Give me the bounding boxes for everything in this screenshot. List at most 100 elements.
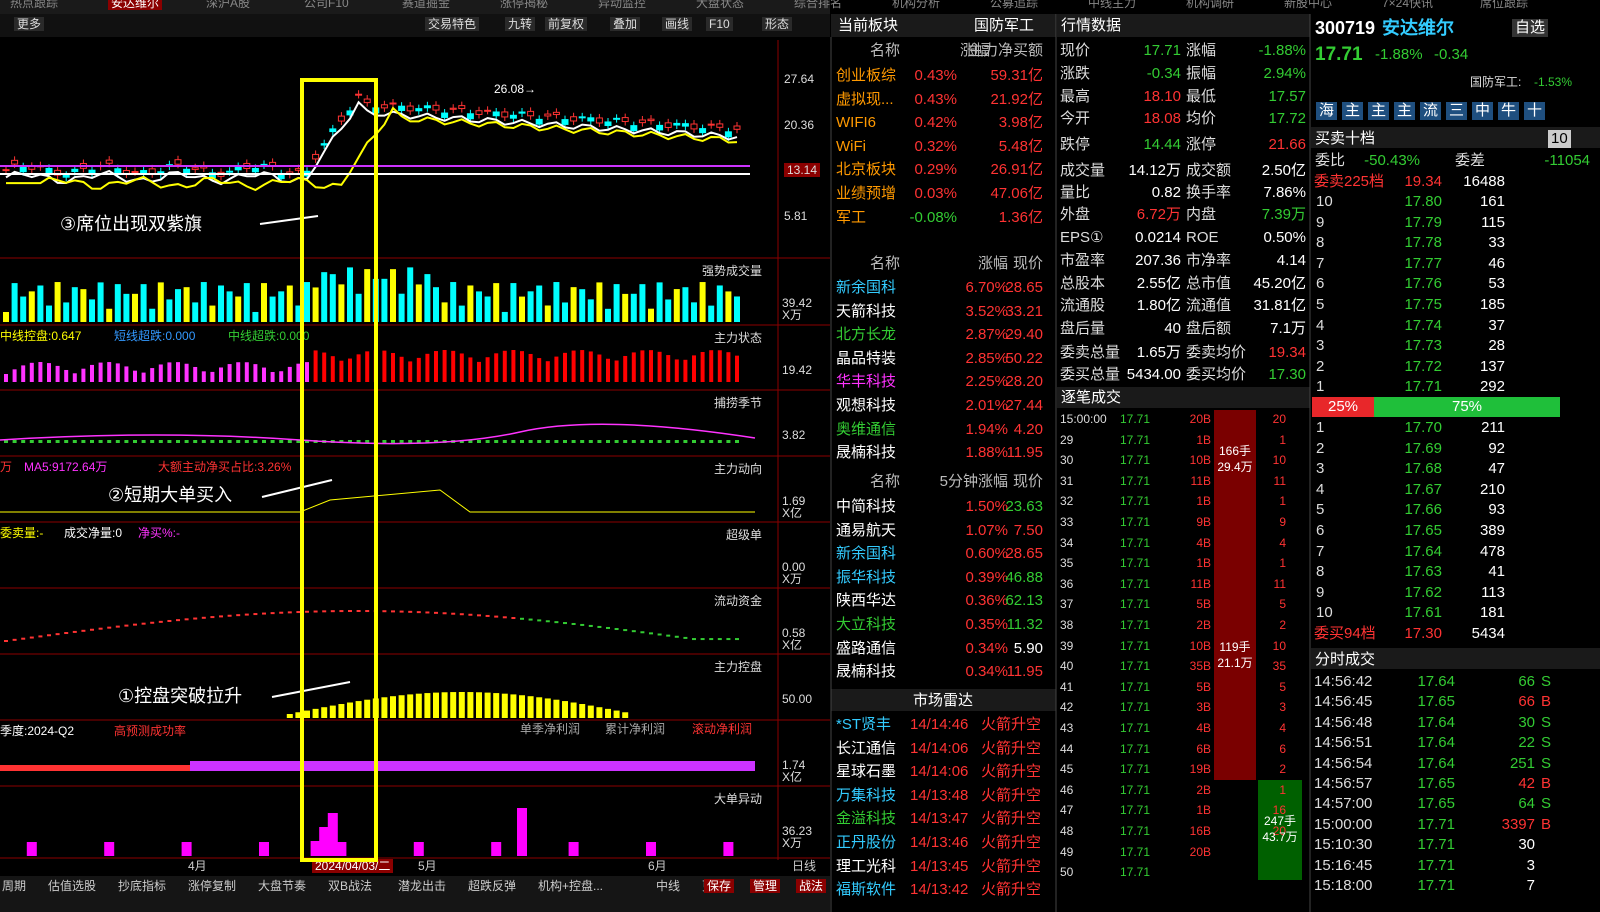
tool-button[interactable]: 主 — [1394, 102, 1416, 120]
tick-side: 9 — [1279, 515, 1286, 529]
flow-bar — [244, 613, 249, 616]
tool-button[interactable]: 牛 — [1498, 102, 1520, 120]
bottom-tab[interactable]: 双B战法 — [328, 879, 373, 893]
candle — [398, 105, 406, 111]
tab[interactable]: 机构调研 — [1186, 0, 1235, 10]
tab[interactable]: 异动监控 — [598, 0, 647, 10]
tool-button[interactable]: 流 — [1420, 102, 1442, 120]
tool-button[interactable]: 三 — [1446, 102, 1468, 120]
book-vol: 53 — [1488, 275, 1505, 293]
col-header: 涨幅 — [977, 255, 1008, 272]
candle — [501, 111, 509, 118]
volume-bar — [200, 282, 207, 322]
toolbar-button[interactable]: F10 — [706, 17, 733, 31]
bottom-tab[interactable]: 估值选股 — [48, 879, 97, 893]
candle — [320, 143, 328, 146]
bottom-tab[interactable]: 抄底指标 — [118, 879, 167, 893]
tab[interactable]: 赛道掘金 — [402, 0, 451, 10]
quote-value: 1.65万 — [1136, 344, 1181, 361]
tool-button[interactable]: 中 — [1472, 102, 1494, 120]
tick-price: 17.71 — [1119, 803, 1150, 818]
tick-block: 43.7万 — [1262, 830, 1298, 844]
cell: 59.31亿 — [990, 67, 1043, 84]
tab[interactable]: 公募追踪 — [990, 0, 1039, 10]
sector-name: 国防军工 — [974, 17, 1035, 34]
flow-bar — [537, 619, 542, 622]
volume-bar — [648, 308, 654, 322]
state-bar — [64, 369, 69, 382]
x-axis-bg — [0, 860, 830, 875]
cell: 新余国科 — [836, 279, 897, 296]
toolbar-button[interactable]: 画线 — [662, 17, 693, 31]
bottom-tab[interactable]: 潜龙出击 — [398, 879, 447, 893]
tab[interactable]: 综合排名 — [794, 0, 843, 10]
bottom-tab[interactable]: 管理 — [750, 879, 781, 893]
bottom-tab[interactable]: 周期 — [2, 879, 27, 893]
tick-time: 49 — [1060, 844, 1074, 859]
toolbar-button[interactable]: 交易特色 — [425, 17, 480, 31]
quote-label: 跌停 — [1060, 136, 1091, 153]
tab[interactable]: 深沪A股 — [206, 0, 251, 10]
flow-bar — [210, 616, 215, 619]
flow-bar — [485, 614, 490, 617]
tick-side: 16 — [1272, 803, 1286, 818]
flow-bar — [468, 613, 473, 616]
tool-button[interactable]: 十 — [1524, 102, 1546, 120]
big-order-bar — [327, 813, 338, 856]
tab[interactable]: 热点跟踪 — [10, 0, 59, 10]
tab[interactable]: 中线主力 — [1088, 0, 1137, 10]
tool-button[interactable]: 主 — [1342, 102, 1364, 120]
volume-bar — [570, 287, 577, 322]
season-bar — [107, 440, 112, 443]
book-level: 8 — [1316, 563, 1325, 581]
season-bar — [666, 440, 671, 443]
toolbar-button[interactable]: 叠加 — [610, 17, 641, 31]
toolbar-button[interactable]: 形态 — [762, 17, 793, 31]
bottom-tab[interactable]: 机构+控盘... — [538, 879, 604, 893]
candle — [544, 113, 552, 117]
state-bar — [588, 351, 593, 382]
book-vol: 210 — [1479, 480, 1505, 498]
season-bar — [47, 440, 51, 443]
tab[interactable]: 新股中心 — [1284, 0, 1333, 10]
tab[interactable]: 安达维尔 — [108, 0, 163, 10]
volume-bar — [338, 284, 345, 322]
depth-button[interactable]: 10 — [1548, 130, 1571, 148]
tool-button[interactable]: 海 — [1316, 102, 1338, 120]
cell: 28.65 — [1005, 279, 1043, 296]
bottom-tab[interactable]: 涨停复制 — [188, 879, 237, 893]
tab[interactable]: 涨停揭秘 — [500, 0, 549, 10]
candle — [595, 117, 603, 124]
flow-bar — [348, 610, 352, 613]
season-bar — [649, 440, 653, 443]
tool-button[interactable]: 主 — [1368, 102, 1390, 120]
kline-chart — [0, 0, 830, 875]
bottom-tab[interactable]: 中线 — [656, 879, 681, 893]
panel-axis-label: 50.00 — [782, 692, 813, 706]
toolbar-button[interactable]: 九转 — [505, 17, 536, 31]
watch-button[interactable]: 自选 — [1512, 19, 1549, 37]
flow-bar — [700, 638, 705, 641]
bottom-tab[interactable]: 大盘节奏 — [258, 879, 307, 893]
flow-bar — [545, 620, 550, 623]
toolbar-button[interactable]: 前复权 — [545, 17, 588, 31]
toolbar-button[interactable]: 更多 — [14, 17, 45, 31]
bottom-tab[interactable]: 保存 — [704, 879, 735, 893]
tab[interactable]: 席位跟踪 — [1480, 0, 1529, 10]
flow-bar — [614, 628, 619, 631]
season-bar — [545, 440, 550, 443]
tick-price: 17.71 — [1119, 618, 1150, 632]
tab[interactable]: 大盘状态 — [696, 0, 745, 10]
candle — [587, 117, 595, 122]
flow-bar — [133, 623, 137, 626]
bottom-tab[interactable]: 战法 — [796, 879, 827, 893]
tab[interactable]: 7×24快讯 — [1382, 0, 1434, 10]
tab[interactable]: 机构分析 — [892, 0, 941, 10]
book-vol: 93 — [1488, 501, 1505, 519]
state-bar — [55, 365, 60, 382]
state-bar — [262, 367, 266, 382]
tab[interactable]: 公司F10 — [304, 0, 349, 10]
bottom-tab[interactable]: 超跌反弹 — [468, 879, 517, 893]
flow-bar — [227, 614, 232, 617]
season-bar — [588, 440, 593, 443]
